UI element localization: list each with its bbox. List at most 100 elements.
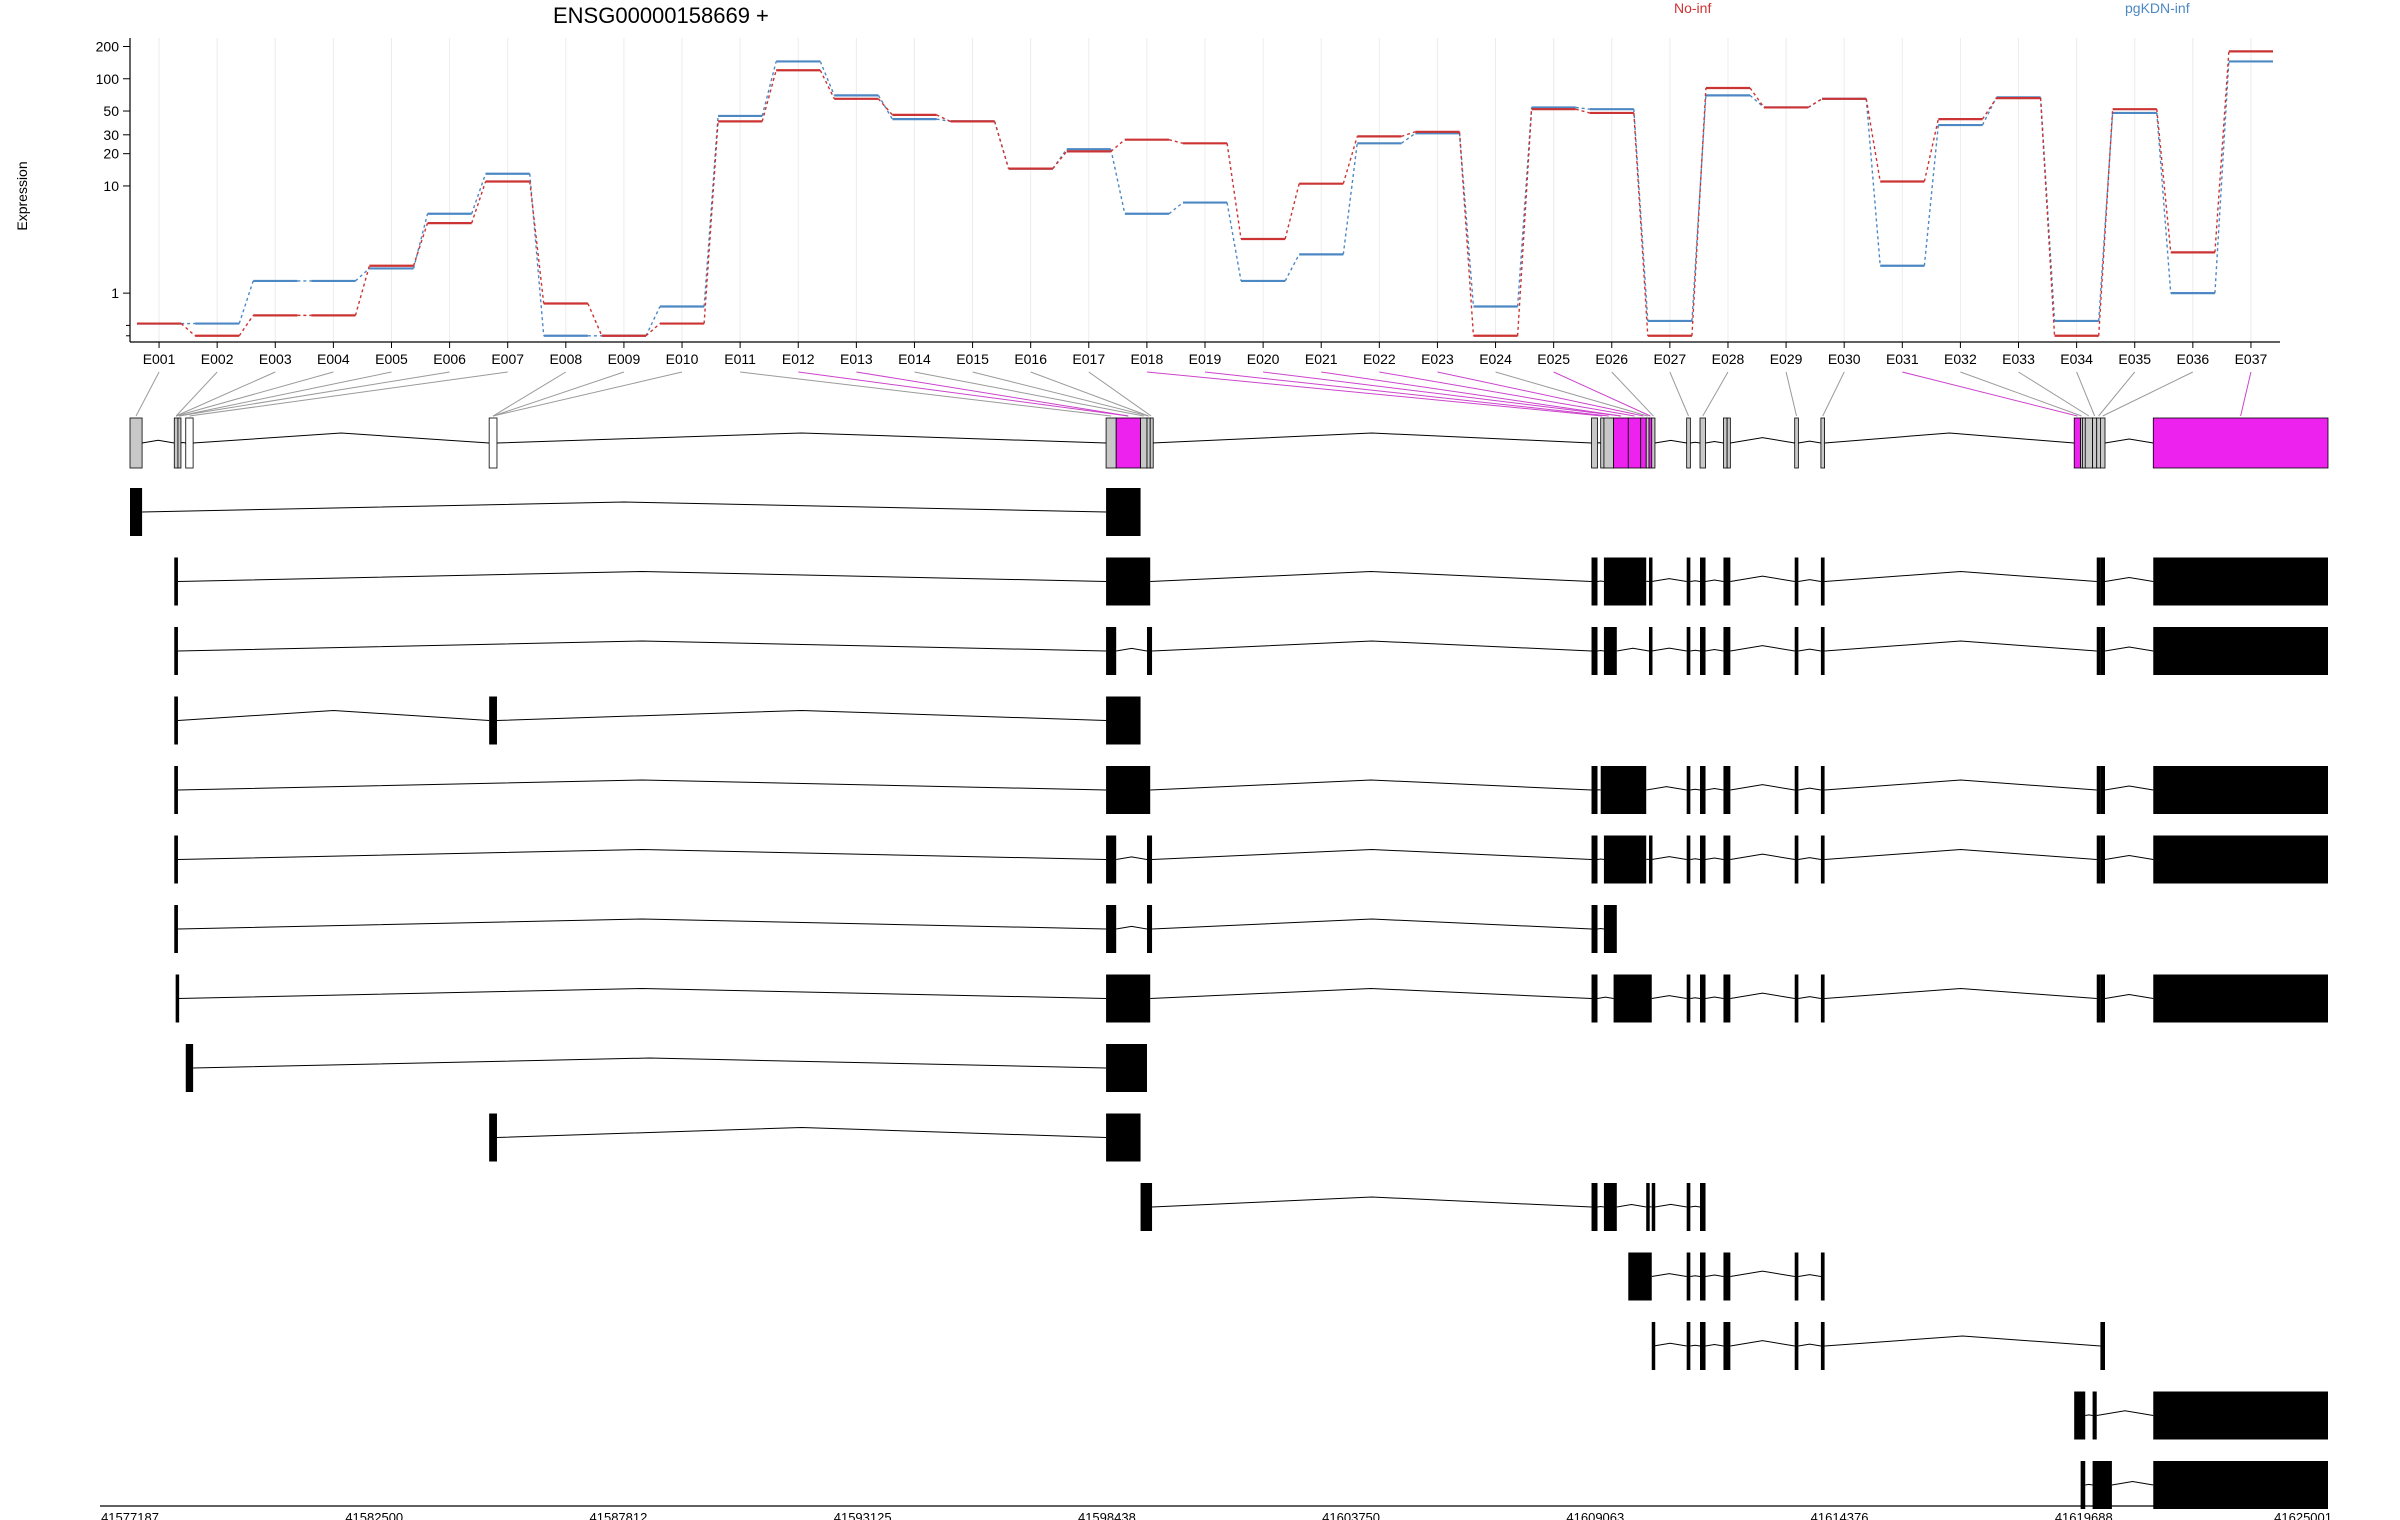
gene-intron <box>1152 432 1592 444</box>
x-tick-label-E022: E022 <box>1363 351 1396 367</box>
series-connector <box>993 121 1010 169</box>
gene-exon-E015 <box>1627 417 1642 469</box>
x-tick-label-E003: E003 <box>259 351 292 367</box>
gene-exon-E007 <box>1115 417 1141 469</box>
transcript-exon <box>1700 1322 1706 1370</box>
connector-E003 <box>175 371 276 417</box>
transcript-exon <box>1603 835 1647 884</box>
genomic-tick-label-41603750: 41603750 <box>1322 1510 1380 1520</box>
expression-plot: 1 10 20 30 50 100 200 E001 E002 E003 E004 E005 E006 E… <box>96 38 2280 367</box>
transcript-intron <box>2104 785 2154 791</box>
connector-E019 <box>1204 371 1609 417</box>
transcript-exon <box>1820 1252 1825 1301</box>
transcript-exon <box>2153 557 2328 606</box>
gene-exon-E011 <box>1591 417 1598 469</box>
series-connector <box>1342 136 1358 184</box>
series-connector <box>471 181 487 224</box>
transcript-exon <box>2100 627 2106 675</box>
gene-exon-E032 <box>2100 417 2106 469</box>
chart-title: ENSG00000158669 + <box>553 3 769 28</box>
connector-E023 <box>1437 371 1644 417</box>
transcript-12 <box>1628 1252 1825 1301</box>
gene-exon-E023 <box>1726 417 1731 469</box>
transcript-intron <box>2104 646 2154 652</box>
transcript-intron <box>177 779 1107 791</box>
x-tick-label-E030: E030 <box>1828 351 1861 367</box>
series-connector <box>1110 139 1126 152</box>
transcript-exon <box>2153 974 2328 1023</box>
transcript-exon <box>1648 835 1653 884</box>
transcript-exon <box>1820 974 1825 1023</box>
series-connector <box>2098 112 2114 322</box>
x-tick-label-E036: E036 <box>2176 351 2209 367</box>
gene-exon-E022 <box>1723 417 1728 469</box>
transcript-exon <box>2074 1391 2086 1440</box>
series-connector <box>1865 98 1881 266</box>
series-connector <box>1284 183 1300 240</box>
transcript-intron <box>1798 648 1821 652</box>
x-tick-label-E027: E027 <box>1654 351 1687 367</box>
connector-E035 <box>2098 371 2136 417</box>
gene-exon-E020 <box>1686 417 1691 469</box>
transcript-exon <box>2100 557 2106 606</box>
transcript-exon <box>1794 835 1799 884</box>
connector-E020 <box>1263 371 1621 417</box>
transcript-exon <box>2096 627 2101 675</box>
transcript-exon <box>1146 627 1153 675</box>
transcript-intron <box>1798 857 1821 860</box>
connector-E037 <box>2240 371 2252 417</box>
transcript-exon <box>1686 974 1691 1023</box>
x-tick-label-E019: E019 <box>1189 351 1222 367</box>
transcript-intron <box>2104 576 2154 582</box>
transcript-intron <box>2085 1483 2093 1486</box>
transcript-models <box>130 488 2328 1509</box>
transcript-exon <box>1820 627 1825 675</box>
transcript-intron <box>1705 1274 1724 1277</box>
connector-E025 <box>1553 371 1651 417</box>
x-tick-label-E007: E007 <box>491 351 524 367</box>
series-connector <box>529 181 545 304</box>
transcript-intron <box>1152 1196 1592 1208</box>
transcript-intron <box>1705 857 1724 860</box>
transcript-intron <box>1824 640 2097 652</box>
series-connector <box>645 306 661 337</box>
series-connector <box>761 61 777 117</box>
transcript-exon <box>1686 557 1691 606</box>
gene-exon-E019 <box>1651 417 1656 469</box>
gene-exon-E002 <box>173 417 179 469</box>
transcript-exon <box>1591 766 1598 814</box>
transcript-exon <box>174 696 178 745</box>
transcript-intron <box>1616 647 1650 652</box>
y-tick-label-100: 100 <box>96 71 120 87</box>
transcript-intron <box>1654 1203 1687 1208</box>
series-connector <box>471 173 487 215</box>
gene-exon-E003 <box>177 417 182 469</box>
connector-E026 <box>1611 371 1654 417</box>
transcript-exon <box>2096 835 2101 884</box>
gene-exon-E033 <box>2152 417 2329 469</box>
transcript-exon <box>1794 627 1799 675</box>
series-connector <box>2098 109 2114 336</box>
transcript-exon <box>1700 835 1706 884</box>
transcript-intron <box>1690 1205 1701 1208</box>
series-connector <box>1633 112 1649 336</box>
transcript-exon <box>1106 905 1117 953</box>
gene-exon-E025 <box>1820 417 1825 469</box>
x-tick-label-E010: E010 <box>666 351 699 367</box>
gene-intron <box>142 439 175 444</box>
transcript-exon <box>1613 974 1652 1023</box>
series-connector <box>238 280 254 324</box>
series-connector <box>1052 150 1068 170</box>
series-connector <box>1749 87 1765 108</box>
series-connector <box>412 213 429 269</box>
gene-intron <box>1730 437 1795 444</box>
gene-exon-E016 <box>1640 417 1647 469</box>
transcript-intron <box>1116 925 1148 930</box>
series-connector <box>1401 131 1416 138</box>
x-tick-label-E006: E006 <box>433 351 466 367</box>
x-tick-label-E020: E020 <box>1247 351 1280 367</box>
transcript-exon <box>1591 557 1598 606</box>
gene-exon-E005 <box>488 417 498 469</box>
legend-label-pgkdn-inf: pgKDN-inf <box>2125 0 2190 16</box>
